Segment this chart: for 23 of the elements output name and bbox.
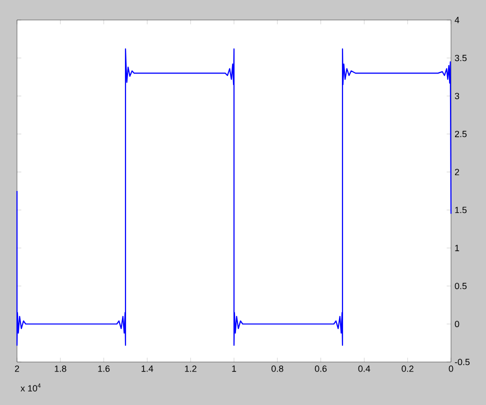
- x-tick-label: 1.8: [54, 366, 66, 372]
- y-tick-label: 2: [454, 168, 460, 176]
- x-tick-label: 1.4: [142, 366, 154, 372]
- y-tick-label: 1: [455, 244, 460, 252]
- y-tick-label: 3: [454, 92, 460, 100]
- x-tick-label: 0: [448, 366, 454, 372]
- x-tick-label: 0.4: [358, 366, 370, 372]
- y-tick-label: 2.5: [454, 130, 467, 138]
- y-tick-label: 0.5: [454, 282, 467, 290]
- x-tick-label: 0.6: [314, 366, 327, 372]
- x-tick-label: 0.8: [272, 366, 284, 372]
- y-tick-label: 1.5: [455, 206, 467, 214]
- y-tick-label: 4: [454, 16, 460, 24]
- x-tick-label: 0.2: [402, 366, 414, 372]
- x-tick-label: 1: [232, 366, 236, 372]
- x-tick-label: 1.6: [98, 366, 110, 372]
- y-tick-label: 3.5: [454, 54, 467, 62]
- x-tick-label: 1.2: [185, 366, 196, 372]
- text: x 10$^{4}$: [20, 383, 41, 392]
- y-tick-label: 0: [454, 320, 460, 328]
- x-tick-label: 2: [14, 366, 20, 372]
- line-series: [16, 48, 452, 346]
- y-tick-label: -0.5: [454, 358, 470, 366]
